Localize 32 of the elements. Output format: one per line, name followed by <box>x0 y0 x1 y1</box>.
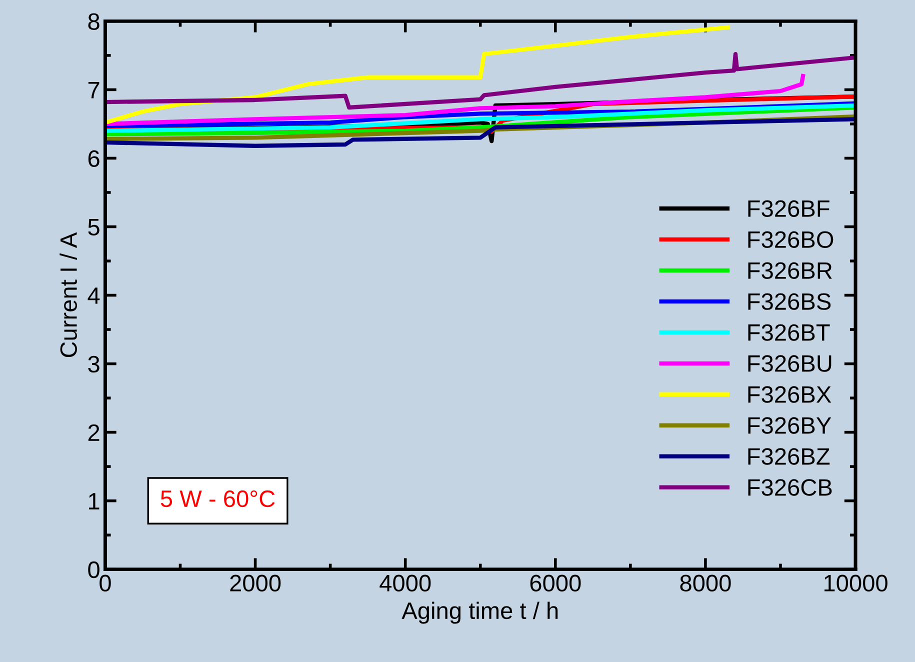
line-series <box>105 117 856 148</box>
x-axis-title: Aging time t / h <box>402 602 558 624</box>
y-tick-label: 8 <box>88 13 100 30</box>
annotation: 5 W - 60°C <box>160 490 275 508</box>
legend-label: F326CB <box>748 479 832 496</box>
y-tick-label: 0 <box>88 561 100 578</box>
legend-label: F326BY <box>748 417 832 434</box>
legend-label: F326BS <box>748 293 831 310</box>
line-series <box>105 74 806 126</box>
legend-label: F326BU <box>748 355 832 372</box>
y-tick-label: 4 <box>88 288 100 304</box>
y-axis-title: Current I / A <box>60 232 78 358</box>
y-tick-label: 5 <box>88 219 100 236</box>
x-tick-label: 0 <box>100 574 111 592</box>
x-tick-label: 2000 <box>230 574 281 592</box>
legend-label: F326BT <box>748 324 830 341</box>
legend-label: F326BO <box>748 231 834 248</box>
y-tick-label: 2 <box>88 424 100 441</box>
legend-label: F326BR <box>748 262 832 279</box>
y-tick-label: 3 <box>88 356 100 373</box>
legend-label: F326BZ <box>748 448 830 465</box>
legend-label: F326BF <box>748 200 830 217</box>
x-tick-label: 10000 <box>824 574 888 592</box>
x-tick-label: 4000 <box>380 574 431 592</box>
x-tick-label: 8000 <box>680 574 731 592</box>
x-tick-label: 6000 <box>530 574 581 592</box>
y-tick-label: 1 <box>89 493 100 510</box>
line-series <box>105 52 856 110</box>
legend-label: F326BX <box>748 386 832 403</box>
y-tick-label: 6 <box>88 150 100 168</box>
y-tick-label: 7 <box>88 82 100 98</box>
line-series <box>105 25 730 125</box>
